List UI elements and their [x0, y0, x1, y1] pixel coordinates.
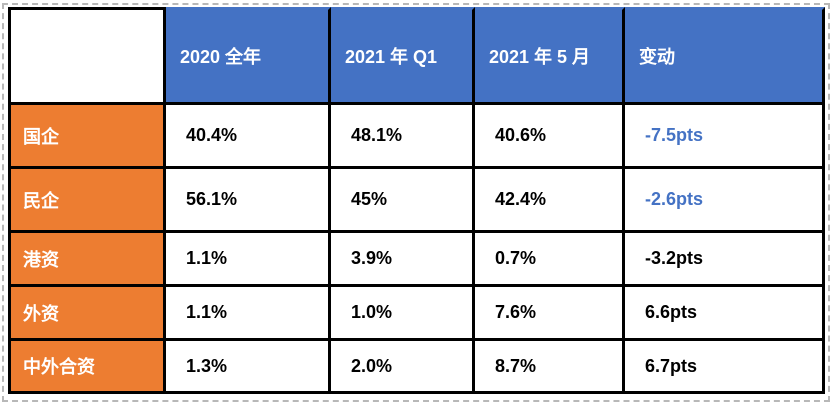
value-cell: 40.4% — [166, 105, 331, 169]
table-row-soe: 国企 40.4% 48.1% 40.6% -7.5pts — [8, 105, 825, 169]
value-cell: 3.9% — [331, 233, 475, 287]
value-cell: 1.1% — [166, 233, 331, 287]
row-label: 港资 — [8, 233, 166, 287]
row-label: 外资 — [8, 287, 166, 341]
change-cell: -7.5pts — [625, 105, 825, 169]
value-cell: 8.7% — [475, 341, 625, 394]
value-cell: 48.1% — [331, 105, 475, 169]
value-cell: 2.0% — [331, 341, 475, 394]
table-row-foreign-capital: 外资 1.1% 1.0% 7.6% 6.6pts — [8, 287, 825, 341]
table-row-hk-capital: 港资 1.1% 3.9% 0.7% -3.2pts — [8, 233, 825, 287]
table-row-joint-venture: 中外合资 1.3% 2.0% 8.7% 6.7pts — [8, 341, 825, 394]
value-cell: 1.3% — [166, 341, 331, 394]
change-cell: -3.2pts — [625, 233, 825, 287]
value-cell: 7.6% — [475, 287, 625, 341]
corner-cell — [8, 7, 166, 105]
value-cell: 1.1% — [166, 287, 331, 341]
value-cell: 56.1% — [166, 169, 331, 233]
column-header-2021-may: 2021 年 5 月 — [475, 7, 625, 105]
row-label: 国企 — [8, 105, 166, 169]
value-cell: 0.7% — [475, 233, 625, 287]
ownership-share-table: 2020 全年 2021 年 Q1 2021 年 5 月 变动 国企 40.4%… — [8, 7, 825, 394]
value-cell: 42.4% — [475, 169, 625, 233]
row-label: 民企 — [8, 169, 166, 233]
value-cell: 45% — [331, 169, 475, 233]
column-header-2021-q1: 2021 年 Q1 — [331, 7, 475, 105]
value-cell: 40.6% — [475, 105, 625, 169]
row-label: 中外合资 — [8, 341, 166, 394]
header-row: 2020 全年 2021 年 Q1 2021 年 5 月 变动 — [8, 7, 825, 105]
change-cell: 6.6pts — [625, 287, 825, 341]
change-cell: -2.6pts — [625, 169, 825, 233]
column-header-change: 变动 — [625, 7, 825, 105]
column-header-2020-full-year: 2020 全年 — [166, 7, 331, 105]
value-cell: 1.0% — [331, 287, 475, 341]
table-row-private: 民企 56.1% 45% 42.4% -2.6pts — [8, 169, 825, 233]
change-cell: 6.7pts — [625, 341, 825, 394]
